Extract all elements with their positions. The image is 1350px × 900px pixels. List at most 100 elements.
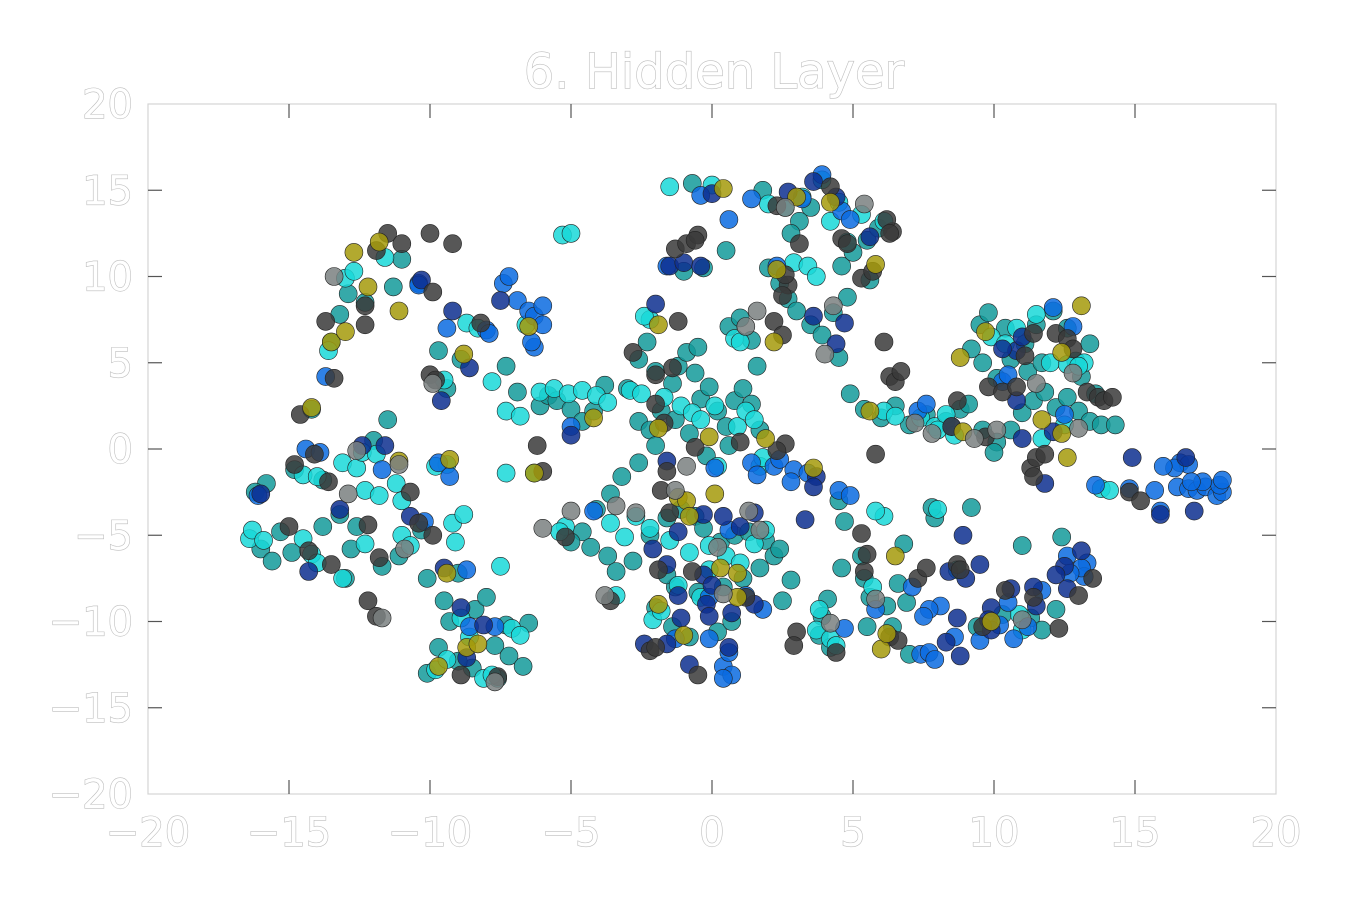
scatter-point <box>533 518 553 538</box>
scatter-point <box>1024 324 1043 343</box>
scatter-point <box>375 436 395 455</box>
scatter-point <box>739 501 759 521</box>
scatter-point <box>1063 363 1083 383</box>
scatter-point <box>719 638 739 657</box>
scatter-point <box>995 581 1015 600</box>
scatter-point <box>835 313 854 333</box>
scatter-point <box>1103 387 1122 407</box>
scatter-point <box>383 277 403 297</box>
scatter-point <box>950 348 970 367</box>
scatter-point <box>874 332 894 352</box>
scatter-point <box>409 513 429 533</box>
scatter-point <box>657 462 677 481</box>
scatter-point <box>358 515 378 535</box>
scatter-point <box>823 296 843 316</box>
scatter-point <box>347 458 367 478</box>
scatter-point <box>1012 536 1032 555</box>
scatter-point <box>773 286 792 305</box>
scatter-point <box>1080 334 1100 354</box>
scatter-point <box>984 443 1004 462</box>
scatter-point <box>936 632 956 652</box>
scatter-point <box>451 665 471 685</box>
scatter-point <box>668 586 688 605</box>
scatter-point <box>1069 586 1088 605</box>
scatter-point <box>513 657 533 676</box>
scatter-point <box>1032 410 1052 430</box>
scatter-point <box>815 344 835 364</box>
scatter-point <box>852 524 871 543</box>
scatter-point <box>533 296 553 316</box>
scatter-point <box>922 424 942 443</box>
scatter-point <box>835 512 854 531</box>
scatter-point <box>1145 481 1164 500</box>
scatter-point <box>584 408 603 428</box>
scatter-point <box>860 227 880 247</box>
scatter-point <box>682 562 702 581</box>
scatter-point <box>626 503 646 523</box>
scatter-point <box>389 455 409 474</box>
scatter-point <box>606 496 626 516</box>
scatter-point <box>699 606 719 626</box>
scatter-point <box>747 356 767 376</box>
scatter-point <box>914 606 933 626</box>
scatter-point <box>663 358 682 378</box>
scatter-point <box>262 551 282 571</box>
scatter-point <box>719 210 739 229</box>
scatter-point <box>1004 629 1024 649</box>
scatter-point <box>623 343 643 362</box>
scatter-point <box>857 544 877 564</box>
scatter-point <box>1024 467 1043 486</box>
x-tick-label: 5 <box>840 810 865 856</box>
scatter-point <box>950 560 970 580</box>
scatter-point <box>728 563 747 583</box>
x-tick-label: −10 <box>388 810 472 856</box>
scatter-point <box>713 584 733 604</box>
axis-ticks <box>148 104 1276 794</box>
y-tick-label: −10 <box>49 600 133 646</box>
scatter-point <box>979 303 998 323</box>
scatter-point <box>1027 305 1046 324</box>
scatter-point <box>916 394 936 414</box>
y-tick-label: 5 <box>108 341 133 387</box>
scatter-point <box>1151 505 1170 524</box>
scatter-point <box>400 482 420 502</box>
scatter-point <box>891 362 911 381</box>
scatter-point <box>857 617 877 637</box>
scatter-point <box>705 458 725 478</box>
x-tick-label: −15 <box>247 810 331 856</box>
scatter-point <box>499 267 519 286</box>
scatter-point <box>299 541 319 561</box>
scatter-point <box>773 591 792 611</box>
scatter-point <box>685 437 705 457</box>
scatter-point <box>389 301 409 321</box>
scatter-point <box>324 267 344 286</box>
scatter-point <box>832 558 852 578</box>
scatter-point <box>809 600 829 619</box>
scatter-point <box>519 317 539 336</box>
scatter-point <box>821 193 840 212</box>
scatter-point <box>646 638 665 657</box>
scatter-point <box>496 356 516 376</box>
scatter-point <box>412 270 431 290</box>
scatter-point <box>646 436 665 455</box>
y-tick-label: 20 <box>82 82 133 128</box>
scatter-point <box>832 256 852 276</box>
scatter-point <box>730 517 750 536</box>
x-tick-label: 0 <box>699 810 724 856</box>
scatter-point <box>561 425 581 445</box>
scatter-point <box>434 591 454 611</box>
scatter-point <box>1052 343 1071 362</box>
scatter-point <box>477 587 496 607</box>
scatter-point <box>336 322 355 342</box>
x-axis-tick-labels: −20 −15 −10 −5 0 5 10 15 20 <box>105 809 1302 856</box>
scatter-point <box>302 398 321 417</box>
scatter-point <box>993 339 1012 359</box>
scatter-point <box>688 665 708 685</box>
scatter-point <box>254 531 273 550</box>
scatter-point <box>338 484 358 504</box>
scatter-point <box>756 429 775 448</box>
scatter-point <box>1055 405 1074 424</box>
scatter-point <box>1049 619 1069 638</box>
scatter-point <box>730 432 750 452</box>
scatter-point <box>392 234 412 253</box>
